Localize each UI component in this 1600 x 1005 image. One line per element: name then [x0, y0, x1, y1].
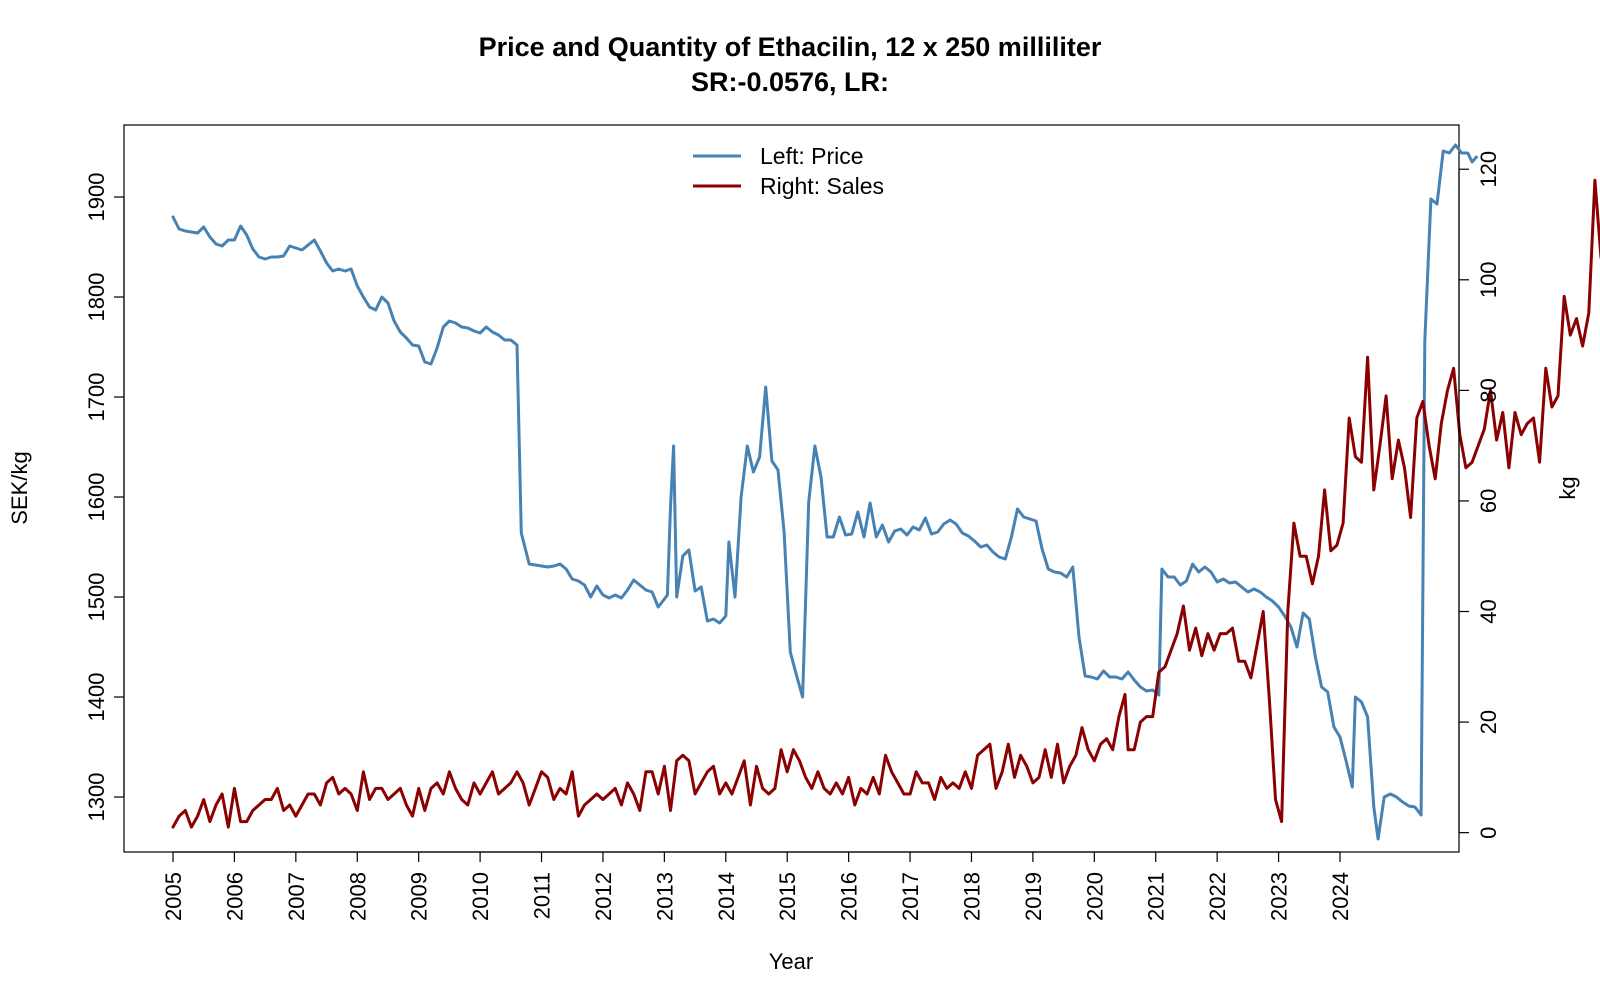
x-tick-label: 2005: [161, 872, 186, 921]
legend: Left: Price Right: Sales: [693, 143, 884, 199]
x-tick-label: 2013: [652, 872, 677, 921]
y-left-tick-label: 1300: [84, 773, 109, 822]
x-tick-label: 2009: [407, 872, 432, 921]
x-tick-label: 2015: [775, 872, 800, 921]
y-right-tick-label: 60: [1476, 489, 1501, 513]
x-tick-label: 2024: [1328, 872, 1353, 921]
y-left-tick-label: 1700: [84, 373, 109, 422]
x-tick-label: 2022: [1205, 872, 1230, 921]
y-left-tick-label: 1900: [84, 173, 109, 222]
y-left-tick-label: 1500: [84, 573, 109, 622]
y-axis-left: 1300 1400 1500 1600 1700 1800 1900: [84, 173, 125, 822]
y-axis-right-label: kg: [1555, 476, 1580, 499]
series-line-sales: [171, 178, 1600, 829]
y-left-tick-label: 1800: [84, 273, 109, 322]
x-axis: 2005 2006 2007 2008 2009 2010 2011 2012 2013 2014…: [161, 851, 1353, 921]
y-right-tick-label: 100: [1476, 261, 1501, 298]
x-tick-label: 2006: [222, 872, 247, 921]
x-tick-label: 2023: [1267, 872, 1292, 921]
x-tick-label: 2008: [345, 872, 370, 921]
chart-title: Price and Quantity of Ethacilin, 12 x 25…: [479, 32, 1102, 62]
x-tick-label: 2019: [1021, 872, 1046, 921]
y-right-tick-label: 80: [1476, 378, 1501, 402]
x-tick-label: 2012: [591, 872, 616, 921]
y-axis-right: 0 20 40 60 80 100 120: [1458, 151, 1501, 839]
chart-subtitle: SR:-0.0576, LR:: [691, 67, 889, 97]
y-left-tick-label: 1600: [84, 473, 109, 522]
y-axis-left-label: SEK/kg: [7, 451, 32, 524]
x-tick-label: 2007: [284, 872, 309, 921]
legend-label-price: Left: Price: [760, 143, 864, 169]
plot-frame: [123, 124, 1460, 853]
x-tick-label: 2018: [960, 872, 985, 921]
x-tick-label: 2021: [1144, 872, 1169, 921]
x-tick-label: 2014: [714, 872, 739, 921]
x-tick-label: 2016: [837, 872, 862, 921]
series-layer: [171, 143, 1600, 841]
y-right-tick-label: 0: [1476, 827, 1501, 839]
y-right-tick-label: 120: [1476, 151, 1501, 188]
y-right-tick-label: 40: [1476, 599, 1501, 623]
series-line-price: [171, 143, 1478, 841]
x-axis-label: Year: [769, 949, 813, 974]
x-tick-label: 2020: [1082, 872, 1107, 921]
x-tick-label: 2017: [898, 872, 923, 921]
x-tick-label: 2010: [468, 872, 493, 921]
x-tick-label: 2011: [530, 872, 555, 919]
legend-label-sales: Right: Sales: [760, 173, 884, 199]
y-right-tick-label: 20: [1476, 710, 1501, 734]
y-left-tick-label: 1400: [84, 673, 109, 722]
